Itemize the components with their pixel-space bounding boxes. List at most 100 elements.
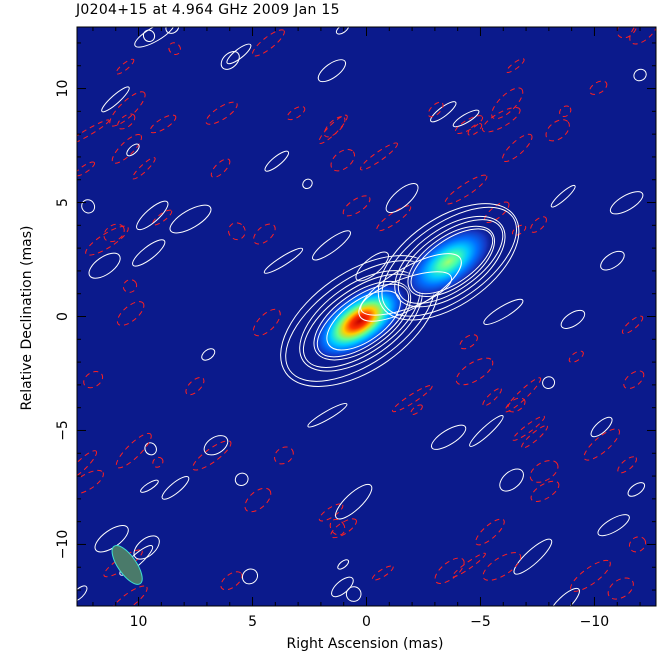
beam-ellipse	[111, 545, 143, 585]
negative-noise-contour	[318, 114, 348, 144]
positive-noise-contour	[609, 191, 644, 215]
positive-noise-contour	[220, 51, 240, 70]
negative-noise-contour	[459, 334, 478, 350]
negative-noise-contour	[83, 371, 104, 389]
positive-noise-contour	[345, 586, 362, 602]
source-contour	[407, 225, 495, 298]
positive-noise-contour	[430, 424, 467, 450]
source-contour	[381, 206, 517, 317]
y-tick-label: 5	[55, 198, 71, 207]
negative-noise-contour	[506, 58, 525, 73]
source-contour	[377, 203, 520, 321]
negative-noise-contour	[77, 450, 98, 480]
negative-noise-contour	[77, 119, 110, 147]
positive-noise-contour	[302, 178, 313, 190]
negative-noise-contour	[77, 469, 104, 495]
positive-noise-contour	[590, 416, 613, 438]
positive-noise-contour	[335, 27, 350, 35]
negative-noise-contour	[504, 377, 542, 413]
positive-noise-contour	[355, 251, 389, 282]
negative-noise-contour	[149, 114, 177, 134]
negative-noise-contour	[434, 557, 465, 584]
y-tick-label: −10	[55, 530, 71, 560]
positive-noise-contour	[317, 59, 347, 83]
positive-noise-contour	[337, 559, 350, 570]
positive-noise-contour	[241, 568, 259, 585]
positive-noise-contour	[560, 309, 586, 329]
x-axis-label: Right Ascension (mas)	[286, 636, 444, 652]
negative-noise-contour	[205, 101, 238, 125]
negative-noise-contour	[103, 223, 125, 243]
source-contour	[397, 219, 504, 304]
x-tick-label: −5	[470, 614, 491, 630]
source-contour	[394, 215, 506, 308]
positive-noise-contour	[142, 29, 156, 43]
positive-noise-contour	[136, 200, 169, 231]
negative-noise-contour	[454, 115, 484, 135]
positive-noise-contour	[469, 415, 504, 447]
negative-noise-contour	[512, 224, 527, 236]
negative-noise-contour	[192, 440, 232, 471]
source-image	[280, 203, 520, 387]
negative-noise-contour	[371, 565, 394, 581]
positive-noise-contour	[550, 184, 576, 208]
negative-noise-contour	[251, 29, 285, 57]
negative-noise-contour	[455, 357, 494, 386]
x-tick-label: 0	[362, 614, 371, 630]
positive-noise-contour	[633, 68, 647, 82]
positive-noise-contour	[600, 250, 625, 271]
positive-noise-contour	[312, 230, 351, 261]
negative-noise-contour	[583, 428, 620, 461]
negative-noise-contour	[621, 315, 644, 335]
component-fill	[309, 280, 410, 362]
negative-noise-contour	[507, 397, 526, 413]
positive-noise-contour	[144, 442, 157, 456]
negative-noise-contour	[392, 384, 433, 413]
positive-noise-contour	[263, 247, 304, 274]
negative-noise-contour	[623, 370, 645, 390]
positive-noise-contour	[81, 199, 96, 214]
y-tick-label: 0	[55, 312, 71, 321]
negative-noise-contour	[122, 279, 138, 293]
positive-noise-contour	[499, 468, 524, 492]
negative-noise-contour	[323, 116, 346, 138]
axes: 10 5 0 −5 −10 10 5 0 −5 −10	[55, 27, 656, 630]
source-contour	[326, 290, 401, 351]
negative-noise-contour	[152, 456, 164, 468]
positive-noise-contour	[203, 435, 229, 456]
negative-noise-contour	[607, 577, 634, 600]
positive-noise-contour	[134, 27, 175, 48]
positive-noise-contour	[542, 376, 556, 390]
positive-noise-contour	[627, 482, 646, 497]
negative-noise-contour	[482, 552, 522, 581]
negative-noise-contour	[85, 225, 129, 256]
negative-noise-contour	[253, 223, 276, 245]
positive-noise-contour	[597, 514, 630, 537]
positive-noise-contour	[307, 402, 348, 428]
bridge-contour	[358, 253, 462, 322]
negative-noise-contour	[589, 80, 608, 95]
negative-noise-contour	[568, 350, 584, 363]
negative-noise-contour	[628, 536, 647, 553]
negative-noise-contour	[629, 27, 656, 45]
negative-noise-contour	[228, 222, 246, 241]
negative-noise-contour	[530, 216, 547, 233]
positive-noise-contour	[161, 475, 190, 500]
positive-noise-contour	[513, 538, 553, 575]
positive-noise-contour	[88, 252, 121, 279]
source-contour	[410, 228, 494, 295]
negative-noise-contour	[521, 425, 548, 449]
negative-noise-contour	[252, 308, 281, 337]
negative-noise-contour	[359, 142, 398, 171]
negative-noise-contour	[329, 518, 346, 536]
negative-noise-contour	[244, 487, 272, 513]
positive-noise-contour	[133, 535, 160, 560]
negative-noise-contour	[410, 404, 423, 415]
negative-noise-contour	[116, 301, 145, 326]
negative-noise-contour	[111, 133, 142, 164]
x-tick-label: 10	[130, 614, 148, 630]
positive-noise-contour	[548, 587, 580, 606]
negative-noise-contour	[570, 559, 611, 592]
plot-title: J0204+15 at 4.964 GHz 2009 Jan 15	[76, 2, 340, 18]
